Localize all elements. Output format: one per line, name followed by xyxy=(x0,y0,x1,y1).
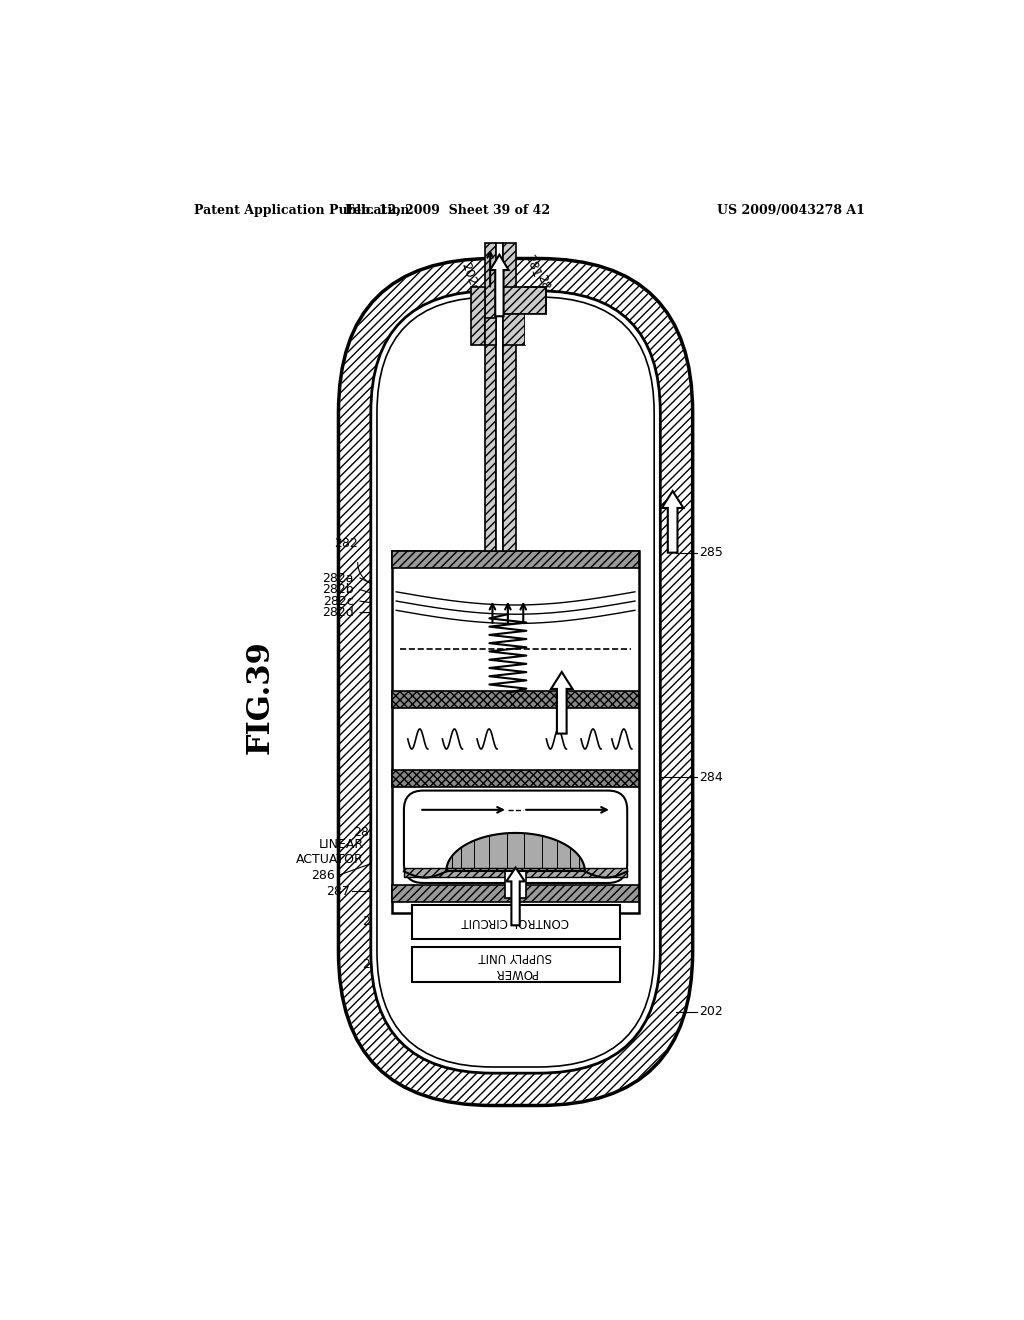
Text: POWER
SUPPLY UNIT: POWER SUPPLY UNIT xyxy=(479,949,552,978)
Bar xyxy=(392,552,639,913)
Text: LINEAR
ACTUATOR: LINEAR ACTUATOR xyxy=(296,838,364,866)
Text: 282e: 282e xyxy=(447,483,478,496)
Bar xyxy=(471,286,484,345)
Bar xyxy=(484,243,496,552)
Text: 282c: 282c xyxy=(324,594,354,607)
Text: 284: 284 xyxy=(698,771,723,784)
FancyArrow shape xyxy=(551,672,572,734)
Text: 287: 287 xyxy=(326,884,350,898)
Bar xyxy=(412,946,620,982)
Text: FIG.39: FIG.39 xyxy=(245,640,275,754)
Text: 286: 286 xyxy=(311,869,335,882)
FancyArrow shape xyxy=(490,255,509,317)
Text: 202: 202 xyxy=(698,1005,723,1018)
FancyArrow shape xyxy=(506,867,524,925)
Bar xyxy=(503,286,546,314)
Bar xyxy=(524,314,546,345)
Text: 214: 214 xyxy=(362,958,386,970)
Text: 282b: 282b xyxy=(323,583,354,597)
Text: 202c: 202c xyxy=(550,292,572,325)
Polygon shape xyxy=(446,833,585,871)
FancyArrow shape xyxy=(662,491,683,553)
Text: CONTROL CIRCUIT: CONTROL CIRCUIT xyxy=(462,915,569,928)
Bar xyxy=(412,904,620,940)
Text: 285a: 285a xyxy=(353,826,385,840)
FancyBboxPatch shape xyxy=(371,290,660,1073)
FancyBboxPatch shape xyxy=(377,297,654,1067)
Text: 282: 282 xyxy=(334,537,357,550)
Text: 202c: 202c xyxy=(458,261,481,294)
Bar xyxy=(403,867,628,876)
Bar xyxy=(392,552,639,568)
FancyBboxPatch shape xyxy=(339,259,692,1106)
Text: 282d: 282d xyxy=(323,606,354,619)
Text: US 2009/0043278 A1: US 2009/0043278 A1 xyxy=(717,205,865,218)
Text: 282a: 282a xyxy=(323,572,354,585)
Bar xyxy=(392,886,639,903)
Bar xyxy=(503,243,515,552)
Text: 285: 285 xyxy=(698,546,723,560)
FancyBboxPatch shape xyxy=(403,791,628,883)
Text: Patent Application Publication: Patent Application Publication xyxy=(194,205,410,218)
Bar xyxy=(392,692,639,708)
Bar xyxy=(484,318,496,345)
Bar xyxy=(503,314,524,345)
Text: 281a: 281a xyxy=(535,272,557,306)
Text: 288: 288 xyxy=(362,915,386,928)
Bar xyxy=(496,243,503,552)
Text: 281: 281 xyxy=(522,253,543,280)
Bar xyxy=(392,770,639,787)
Bar xyxy=(505,871,526,899)
Text: Feb. 12, 2009  Sheet 39 of 42: Feb. 12, 2009 Sheet 39 of 42 xyxy=(345,205,550,218)
